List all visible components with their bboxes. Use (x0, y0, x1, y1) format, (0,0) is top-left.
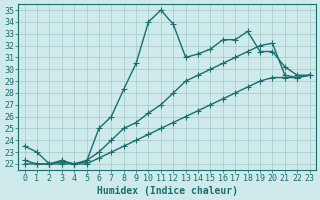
X-axis label: Humidex (Indice chaleur): Humidex (Indice chaleur) (97, 186, 237, 196)
